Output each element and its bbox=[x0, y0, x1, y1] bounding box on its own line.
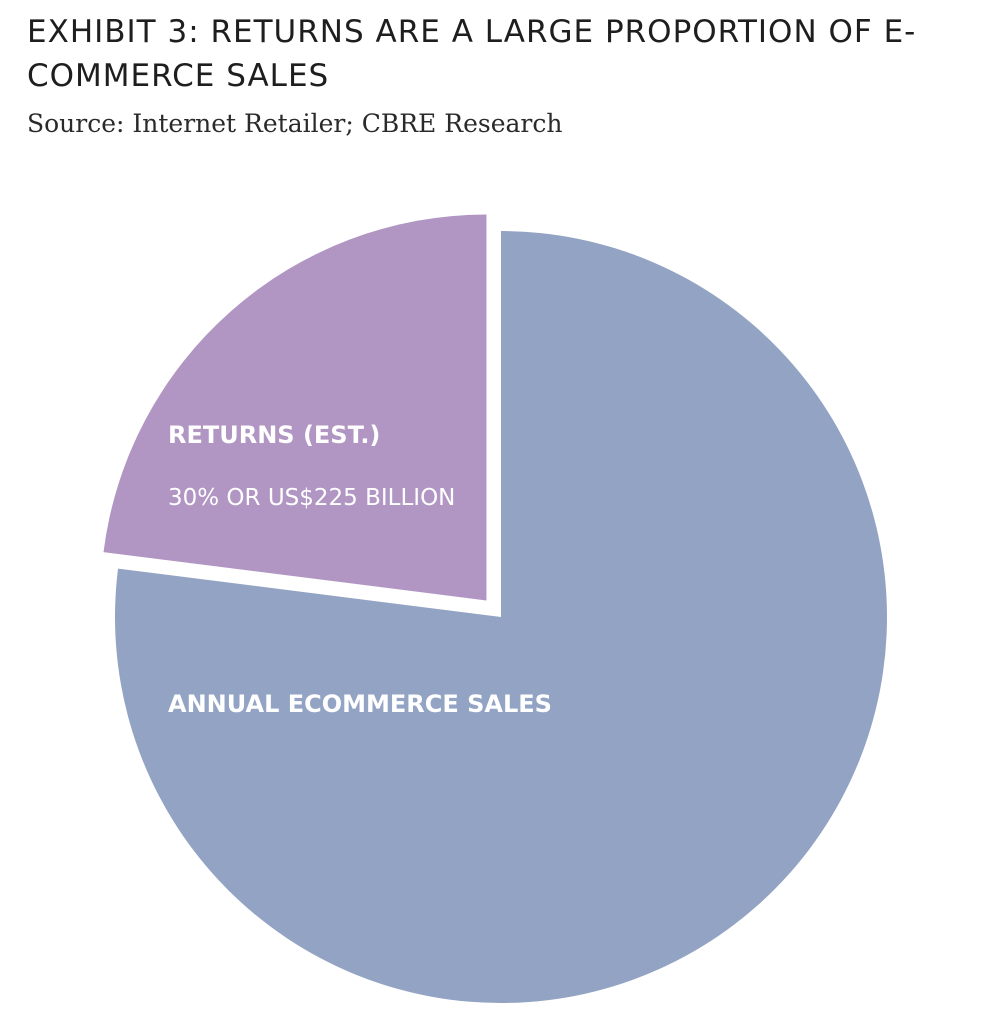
slice-label-annual-ecommerce-sales: ANNUAL ECOMMERCE SALES bbox=[168, 690, 552, 718]
chart-source: Source: Internet Retailer; CBRE Research bbox=[27, 109, 563, 138]
pie-slice-returns bbox=[103, 214, 487, 601]
chart-title: EXHIBIT 3: RETURNS ARE A LARGE PROPORTIO… bbox=[27, 14, 917, 94]
slice-label-returns: RETURNS (EST.) bbox=[168, 421, 380, 449]
pie-slice-annual-ecommerce-sales bbox=[114, 231, 887, 1003]
slice-detail-returns: 30% OR US$225 BILLION bbox=[168, 485, 455, 511]
